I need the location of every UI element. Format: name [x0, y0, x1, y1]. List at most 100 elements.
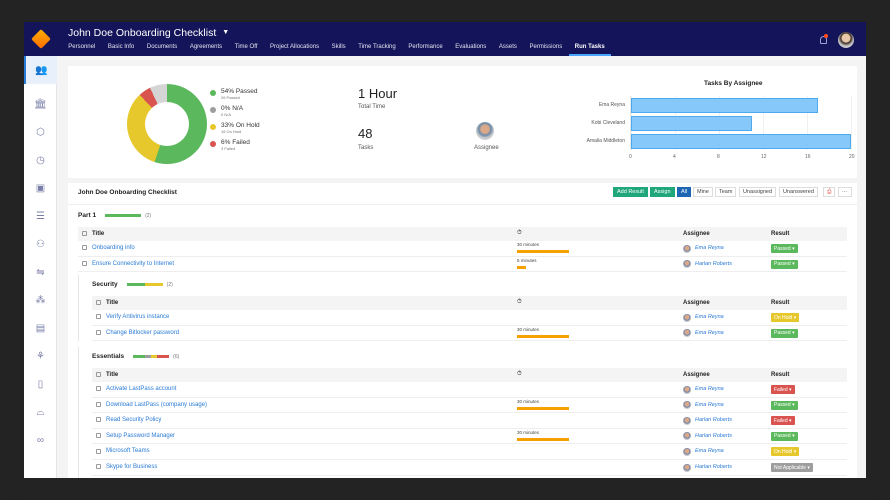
assignee-link[interactable]: Harlan Roberts: [695, 260, 732, 267]
assignee-link[interactable]: Harlan Roberts: [695, 432, 732, 439]
tab-permissions[interactable]: Permissions: [529, 44, 563, 50]
add-result-button[interactable]: Add Result: [613, 187, 648, 197]
result-dropdown[interactable]: Failed ▾: [771, 416, 795, 426]
door-icon[interactable]: ▯: [37, 378, 44, 390]
tab-personnel[interactable]: Personnel: [68, 44, 96, 50]
bar-kobi-cleveland[interactable]: [631, 116, 752, 131]
select-all-checkbox[interactable]: [96, 300, 101, 305]
handshake-icon[interactable]: ⇋: [36, 266, 45, 278]
table-row: Setup Password Manager 30 minutes Harlan R…: [92, 429, 847, 445]
layers-icon[interactable]: ⬡: [36, 126, 45, 138]
task-title-link[interactable]: Change Bitlocker password: [106, 329, 180, 336]
assignee-link[interactable]: Ema Reyna: [695, 401, 724, 408]
top-bar: John Doe Onboarding Checklist ▼ Personnel…: [24, 22, 866, 56]
result-dropdown[interactable]: Failed ▾: [771, 385, 795, 394]
assignee-link[interactable]: Ema Reyna: [695, 386, 724, 392]
result-dropdown[interactable]: Passed ▾: [771, 400, 798, 410]
result-dropdown[interactable]: Passed ▾: [771, 244, 798, 253]
tab-performance[interactable]: Performance: [408, 44, 443, 50]
tab-skills[interactable]: Skills: [331, 44, 346, 50]
legend-dot: [210, 124, 216, 130]
donut-legend: 54% Passed 26 Passed 0% N/A 0 N/A 33% On Hol…: [210, 88, 260, 156]
plant-icon[interactable]: ⚘: [36, 350, 45, 362]
group-icon[interactable]: ⚇: [36, 238, 45, 250]
bell-icon[interactable]: [820, 36, 827, 44]
select-all-checkbox[interactable]: [82, 231, 87, 236]
select-all-checkbox[interactable]: [96, 372, 101, 377]
task-title-link[interactable]: Activate LastPass account: [106, 386, 177, 392]
assignee-link[interactable]: Ema Reyna: [695, 329, 724, 336]
task-title-link[interactable]: Read Security Policy: [106, 417, 162, 424]
tab-project-allocations[interactable]: Project Allocations: [270, 44, 320, 50]
org-icon[interactable]: ⁂: [35, 294, 46, 306]
tasks-label: Tasks: [358, 145, 374, 151]
filter-team[interactable]: Team: [715, 187, 737, 197]
assignee-link[interactable]: Harlan Roberts: [695, 417, 732, 424]
tab-evaluations[interactable]: Evaluations: [455, 44, 487, 50]
assignee-link[interactable]: Ema Reyna: [695, 314, 724, 320]
people-icon[interactable]: 👥: [24, 56, 57, 84]
pdf-export-icon[interactable]: ⎙: [823, 187, 836, 197]
section-header[interactable]: Part 1 (2): [78, 212, 151, 219]
legend-dot: [210, 141, 216, 147]
task-title-link[interactable]: Ensure Connectivity to Internet: [92, 260, 175, 267]
row-checkbox[interactable]: [96, 401, 101, 407]
result-dropdown[interactable]: On Hold ▾: [771, 447, 800, 457]
assignee-link[interactable]: Harlan Roberts: [695, 464, 732, 470]
result-dropdown[interactable]: Passed ▾: [771, 328, 798, 338]
assignee-avatar: [683, 260, 691, 269]
assignee-link[interactable]: Ema Reyna: [695, 245, 724, 251]
row-checkbox[interactable]: [96, 464, 101, 470]
tab-agreements[interactable]: Agreements: [189, 44, 223, 50]
tab-time-off[interactable]: Time Off: [234, 44, 258, 50]
task-title-link[interactable]: Setup Password Manager: [106, 432, 176, 439]
chevron-down-icon[interactable]: ▼: [222, 29, 230, 36]
result-dropdown[interactable]: Passed ▾: [771, 431, 798, 441]
result-dropdown[interactable]: Not Applicable ▾: [771, 463, 813, 472]
filter-unanswered[interactable]: Unanswered: [779, 187, 818, 197]
task-title-link[interactable]: Skype for Business: [106, 464, 158, 470]
task-title-link[interactable]: Download LastPass (company usage): [106, 401, 208, 408]
row-checkbox[interactable]: [96, 386, 101, 392]
tab-time-tracking[interactable]: Time Tracking: [358, 44, 396, 50]
bar-ema-reyna[interactable]: [631, 98, 818, 113]
calendar-icon[interactable]: ▣: [35, 182, 46, 194]
car-icon[interactable]: ⌓: [36, 406, 45, 418]
clock-icon[interactable]: ◷: [36, 154, 45, 166]
tab-basic-info[interactable]: Basic Info: [107, 44, 135, 50]
filter-mine[interactable]: Mine: [693, 187, 713, 197]
list-icon[interactable]: ☰: [36, 210, 45, 222]
row-checkbox[interactable]: [96, 314, 101, 320]
row-checkbox[interactable]: [96, 417, 101, 423]
user-avatar[interactable]: [838, 32, 854, 48]
result-dropdown[interactable]: Passed ▾: [771, 259, 798, 269]
x-tick: 4: [673, 154, 676, 160]
assign-button[interactable]: Assign: [650, 187, 675, 197]
row-checkbox[interactable]: [82, 245, 87, 251]
tab-run-tasks[interactable]: Run Tasks: [568, 43, 612, 56]
page-title-text: John Doe Onboarding Checklist: [68, 27, 217, 39]
result-dropdown[interactable]: On Hold ▾: [771, 313, 800, 322]
more-options-icon[interactable]: ···: [838, 187, 852, 197]
assignee-avatar[interactable]: [476, 122, 494, 140]
section-header[interactable]: Security (2): [92, 281, 173, 288]
page-title[interactable]: John Doe Onboarding Checklist ▼: [68, 27, 229, 39]
assignee-link[interactable]: Ema Reyna: [695, 448, 724, 455]
row-checkbox[interactable]: [96, 433, 101, 439]
filter-unassigned[interactable]: Unassigned: [739, 187, 777, 197]
bank-icon[interactable]: 🏛: [34, 98, 47, 110]
task-title-link[interactable]: Microsoft Teams: [106, 448, 150, 455]
row-checkbox[interactable]: [82, 260, 87, 266]
total-time-value: 1 Hour: [358, 86, 398, 101]
bar-amalia-middleton[interactable]: [631, 134, 851, 149]
section-header[interactable]: Essentials (6): [92, 353, 179, 360]
filter-all[interactable]: All: [677, 187, 692, 197]
row-checkbox[interactable]: [96, 448, 101, 454]
task-title-link[interactable]: Onboarding info: [92, 245, 135, 251]
tab-assets[interactable]: Assets: [498, 44, 517, 50]
row-checkbox[interactable]: [96, 329, 101, 335]
task-title-link[interactable]: Verify Antivirus instance: [106, 314, 170, 320]
form-icon[interactable]: ▤: [35, 322, 46, 334]
binoculars-icon[interactable]: ∞: [36, 434, 45, 446]
tab-documents[interactable]: Documents: [146, 44, 178, 50]
